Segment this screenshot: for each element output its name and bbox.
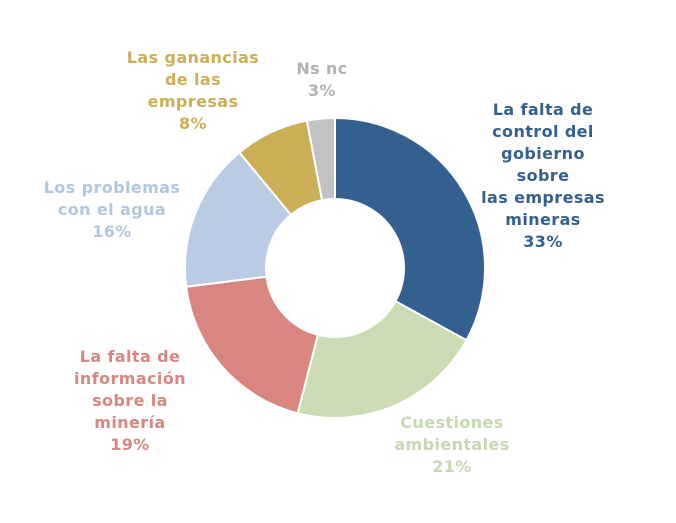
label-falta-de-control: La falta de control del gobierno sobre l… (481, 100, 605, 251)
label-ganancias-empresas: Las ganancias de las empresas 8% (126, 48, 260, 133)
label-ns-nc: Ns nc 3% (296, 59, 348, 100)
slice-cuestiones-ambientales (296, 300, 468, 419)
donut-slices (184, 117, 486, 419)
slice-falta-informacion (185, 275, 319, 415)
slice-falta-control (334, 117, 486, 342)
label-falta-de-informacion: La falta de información sobre la minería… (74, 347, 186, 454)
slice-ns-nc (305, 117, 336, 202)
label-problemas-con-el-agua: Los problemas con el agua 16% (43, 178, 181, 241)
label-cuestiones-ambientales: Cuestiones ambientales 21% (394, 413, 510, 476)
